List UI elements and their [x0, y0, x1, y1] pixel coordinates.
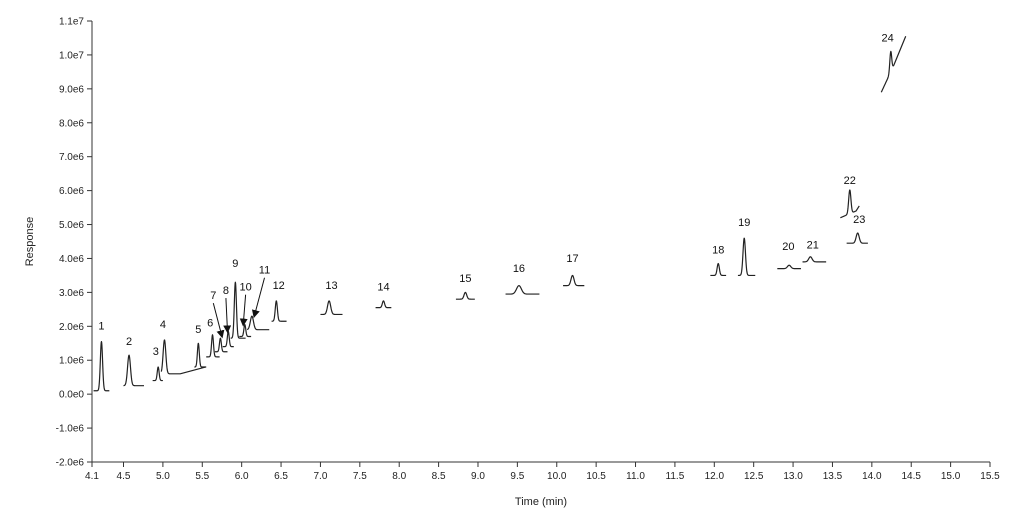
peak-arrow-10 [239, 294, 248, 327]
x-tick-label: 8.5 [432, 471, 446, 482]
peak-label-7: 7 [210, 290, 216, 302]
x-tick-label: 12.5 [744, 471, 764, 482]
x-tick-label: 6.5 [274, 471, 288, 482]
x-tick-label: 15.0 [941, 471, 961, 482]
peak-trace-12 [271, 300, 287, 322]
x-tick-label: 14.0 [862, 471, 882, 482]
peak-trace-20 [777, 264, 802, 270]
y-tick-label: 1.1e7 [59, 17, 84, 28]
x-tick-label: 10.0 [547, 471, 567, 482]
peak-trace-3 [152, 366, 164, 382]
y-tick-label: 2.0e6 [59, 322, 84, 333]
peak-label-24: 24 [881, 32, 893, 44]
traces-layer [93, 36, 907, 392]
peak-trace-2 [123, 354, 145, 387]
peak-label-8: 8 [223, 285, 229, 297]
peak-trace-22 [839, 189, 860, 219]
y-tick-label: 5.0e6 [59, 220, 84, 231]
peak-label-16: 16 [513, 263, 525, 275]
peak-label-17: 17 [566, 253, 578, 265]
x-tick-label: 13.5 [823, 471, 843, 482]
y-tick-label: 9.0e6 [59, 84, 84, 95]
peak-trace-6 [205, 334, 221, 358]
ticks-layer: -2.0e6 -1.0e6 0.0e0 1.0e6 2.0e6 3.0e6 4.0e6 5.0… [56, 17, 1001, 483]
peak-trace-15 [455, 291, 476, 300]
peak-arrow-8 [223, 298, 232, 334]
peak-label-6: 6 [207, 317, 213, 329]
peak-trace-7 [214, 337, 228, 353]
y-axis-title: Response [24, 217, 36, 267]
peak-label-13: 13 [325, 280, 337, 292]
peak-label-2: 2 [126, 336, 132, 348]
x-tick-label: 14.5 [901, 471, 921, 482]
peak-label-20: 20 [782, 241, 794, 253]
peak-label-15: 15 [459, 273, 471, 285]
x-tick-label: 7.0 [313, 471, 327, 482]
x-tick-label: 8.0 [392, 471, 406, 482]
y-tick-label: 0.0e0 [59, 390, 84, 401]
peak-label-9: 9 [232, 258, 238, 270]
x-axis-title: Time (min) [515, 496, 567, 508]
x-tick-label: 13.0 [783, 471, 803, 482]
x-tick-label: 15.5 [980, 471, 1000, 482]
peak-trace-14 [375, 300, 392, 309]
peak-label-4: 4 [160, 319, 166, 331]
x-tick-label: 9.5 [510, 471, 524, 482]
peak-trace-1 [93, 340, 110, 392]
peak-trace-11 [246, 315, 270, 331]
x-tick-label: 5.0 [156, 471, 170, 482]
x-tick-label: 7.5 [353, 471, 367, 482]
peak-trace-19 [737, 237, 756, 277]
peak-label-14: 14 [377, 282, 389, 294]
peak-trace-18 [709, 262, 727, 277]
peak-trace-17 [562, 274, 585, 287]
x-tick-label: 12.0 [705, 471, 725, 482]
y-tick-label: -1.0e6 [56, 424, 85, 435]
y-tick-label: -2.0e6 [56, 458, 85, 469]
peak-trace-16 [505, 285, 540, 295]
x-tick-label: 11.5 [666, 471, 685, 482]
peak-label-1: 1 [98, 321, 104, 333]
peak-label-23: 23 [853, 214, 865, 226]
peak-label-12: 12 [273, 280, 285, 292]
x-tick-label: 6.0 [235, 471, 249, 482]
peak-trace-5 [193, 342, 207, 368]
peak-label-11: 11 [259, 265, 270, 277]
peak-label-22: 22 [844, 175, 856, 187]
y-tick-label: 7.0e6 [59, 152, 84, 163]
x-tick-label: 10.5 [586, 471, 606, 482]
peak-trace-23 [846, 232, 869, 244]
peak-trace-4 [160, 339, 206, 375]
x-tick-label: 5.5 [195, 471, 209, 482]
y-tick-label: 6.0e6 [59, 186, 84, 197]
peak-label-3: 3 [153, 346, 159, 358]
peak-trace-13 [320, 300, 343, 316]
x-tick-label: 11.0 [626, 471, 645, 482]
x-tick-label: 9.0 [471, 471, 485, 482]
y-tick-label: 3.0e6 [59, 288, 84, 299]
peak-label-18: 18 [712, 244, 724, 256]
peak-label-5: 5 [195, 324, 201, 336]
y-tick-label: 8.0e6 [59, 118, 84, 129]
peak-label-19: 19 [738, 217, 750, 229]
peak-trace-8 [222, 330, 235, 348]
x-tick-label: 4.1 [85, 471, 99, 482]
peak-label-10: 10 [239, 282, 251, 294]
peak-arrow-7 [212, 303, 225, 339]
y-tick-label: 4.0e6 [59, 254, 84, 265]
peak-trace-24 [880, 36, 907, 93]
y-tick-label: 1.0e7 [59, 50, 84, 61]
peak-arrow-11 [251, 277, 265, 319]
y-tick-label: 1.0e6 [59, 356, 84, 367]
peak-label-21: 21 [807, 239, 819, 251]
peak-trace-21 [802, 256, 827, 263]
x-tick-label: 4.5 [117, 471, 131, 482]
peak-trace-9 [230, 281, 246, 339]
